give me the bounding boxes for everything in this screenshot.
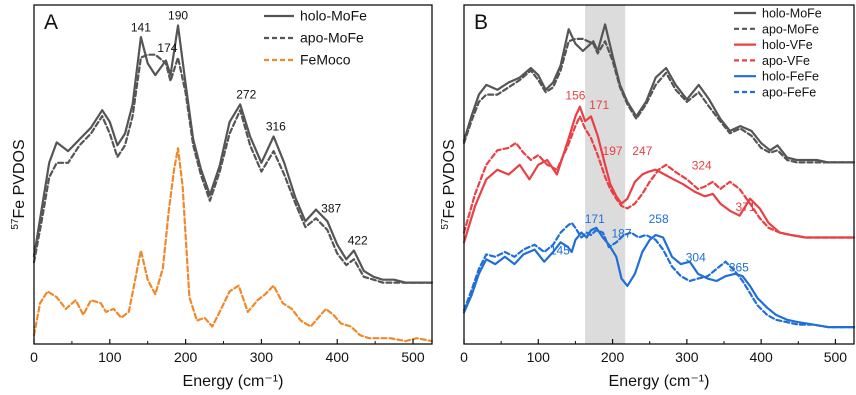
peak-label: 190 <box>168 9 188 23</box>
peak-label: 365 <box>729 260 749 274</box>
peak-label: 187 <box>611 226 631 240</box>
plot-frame <box>33 4 433 345</box>
series-line-holo-fefe <box>462 226 856 329</box>
peak-label: 324 <box>692 159 712 173</box>
peak-label: 156 <box>565 88 585 102</box>
x-tick-label: 300 <box>675 349 699 365</box>
peak-label: 304 <box>686 251 706 265</box>
peak-label: 171 <box>585 212 605 226</box>
x-tick-label: 0 <box>30 349 38 365</box>
x-axis-title: Energy (cm⁻¹) <box>609 373 710 390</box>
series-line-holo-mofe <box>32 24 434 284</box>
legend-label: apo-VFe <box>762 54 810 68</box>
panel-a: 141 174 190 272 316 387 422 0 100 200 300 400 500 Ene… <box>10 4 434 390</box>
panel-letter: B <box>474 11 488 34</box>
series-line-apo-fefe <box>462 221 856 329</box>
x-tick-label: 200 <box>601 349 625 365</box>
series-line-femoco <box>32 147 434 343</box>
legend-label: apo-MoFe <box>762 22 819 36</box>
legend-label: holo-VFe <box>762 38 813 52</box>
panel-letter: A <box>44 11 58 34</box>
x-tick-label: 0 <box>460 349 468 365</box>
series-line-holo-mofe <box>462 23 856 164</box>
peak-label: 247 <box>632 144 652 158</box>
legend-label: holo-FeFe <box>762 70 819 84</box>
peak-label: 371 <box>736 200 756 214</box>
x-axis-title: Energy (cm⁻¹) <box>183 373 284 390</box>
x-tick-label: 200 <box>174 349 198 365</box>
x-tick-label: 500 <box>824 349 848 365</box>
legend-label: holo-MoFe <box>300 8 367 24</box>
x-tick-label: 400 <box>749 349 773 365</box>
peak-label: 258 <box>649 212 669 226</box>
y-axis-title: 57Fe PVDOS <box>10 139 28 229</box>
peak-label: 316 <box>266 120 286 134</box>
series-line-holo-vfe <box>462 105 856 244</box>
series-line-apo-vfe <box>462 115 856 239</box>
series-line-apo-mofe <box>32 53 434 284</box>
x-tick-label: 100 <box>98 349 122 365</box>
peak-label: 141 <box>131 20 151 34</box>
peak-label: 145 <box>550 243 570 257</box>
peak-label: 387 <box>321 201 341 215</box>
highlight-band <box>585 5 626 344</box>
legend-label: FeMoco <box>300 52 351 68</box>
x-tick-label: 300 <box>250 349 274 365</box>
legend: holo-MoFe apo-MoFe FeMoco <box>264 8 367 68</box>
y-axis-title: 57Fe PVDOS <box>440 139 458 229</box>
peak-label: 197 <box>603 144 623 158</box>
legend-label: apo-FeFe <box>762 86 816 100</box>
x-tick-label: 400 <box>326 349 350 365</box>
x-tick-label: 100 <box>527 349 551 365</box>
legend-label: holo-MoFe <box>762 7 822 21</box>
plot-frame <box>463 4 855 345</box>
peak-label: 174 <box>157 41 177 55</box>
legend-label: apo-MoFe <box>300 30 364 46</box>
peak-label: 272 <box>236 88 256 102</box>
peak-label: 171 <box>589 98 609 112</box>
x-tick-label: 500 <box>401 349 425 365</box>
panel-b: 156 171 197 247 324 371 171 145 187 258 304 365 0 100… <box>440 4 856 390</box>
series-line-apo-mofe <box>462 37 856 164</box>
peak-label: 422 <box>348 234 368 248</box>
